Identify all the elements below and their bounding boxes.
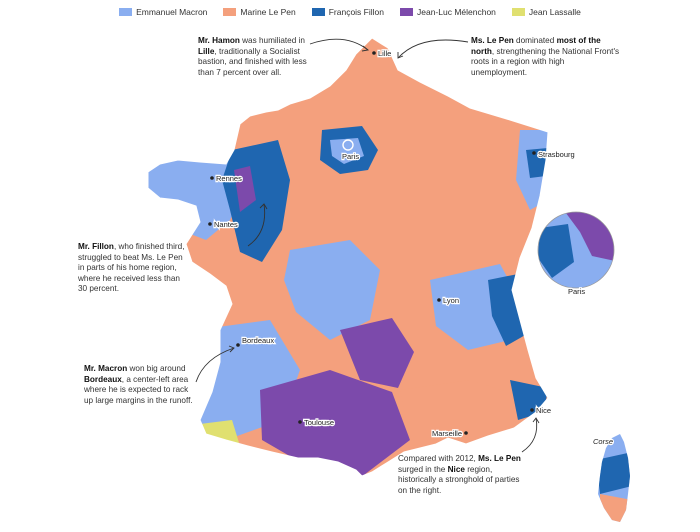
annotation-macron-text2: , a center-left area where he is expecte… bbox=[84, 374, 193, 405]
legend-swatch-fillon bbox=[311, 8, 325, 16]
city-label-lyon: Lyon bbox=[443, 296, 459, 305]
city-label-bordeaux: Bordeaux bbox=[242, 336, 274, 345]
arrow-fillon-head bbox=[259, 203, 268, 210]
france-mainland bbox=[147, 37, 549, 477]
france-border bbox=[147, 37, 549, 477]
region-macron-paris bbox=[330, 138, 364, 164]
annotation-lepen-nice-text2: region, historically a stronghold of par… bbox=[398, 464, 520, 495]
paris-inset-border bbox=[537, 211, 615, 289]
corse-island bbox=[598, 434, 630, 522]
legend-item-le-pen: Marine Le Pen bbox=[223, 4, 296, 20]
legend-label-le-pen: Marine Le Pen bbox=[240, 7, 296, 17]
legend-swatch-melenchon bbox=[400, 8, 413, 16]
region-macron-center bbox=[284, 240, 380, 340]
annotation-hamon-text1: was humiliated in bbox=[239, 36, 305, 45]
legend-label-lassalle: Jean Lassalle bbox=[528, 7, 581, 17]
bordeaux-marker bbox=[236, 343, 240, 347]
city-label-lille: Lille bbox=[378, 49, 391, 58]
city-label-marseille: Marseille bbox=[432, 429, 462, 438]
strasbourg-marker bbox=[532, 151, 536, 155]
legend-swatch-le-pen bbox=[223, 8, 237, 16]
legend-item-lassalle: Jean Lassalle bbox=[511, 4, 581, 20]
region-melenchon-north bbox=[234, 166, 256, 212]
corse-fillon bbox=[598, 452, 630, 494]
legend-swatch-lassalle bbox=[511, 8, 525, 16]
annotation-macron: Mr. Macron won big around Bordeaux, a ce… bbox=[84, 364, 196, 406]
annotation-lepen-north-text2: , strengthening the National Front's roo… bbox=[471, 46, 620, 77]
annotation-hamon-bold1: Mr. Hamon bbox=[198, 36, 240, 45]
arrow-hamon bbox=[309, 38, 369, 51]
lyon-marker bbox=[437, 298, 441, 302]
region-melenchon-south bbox=[260, 370, 410, 476]
city-label-toulouse: Toulouse bbox=[304, 418, 334, 427]
annotation-lepen-north: Ms. Le Pen dominated most of the north, … bbox=[471, 36, 621, 78]
city-markers bbox=[208, 51, 536, 435]
nantes-marker bbox=[208, 222, 212, 226]
arrow-macron-head bbox=[228, 345, 235, 353]
arrow-hamon-head bbox=[361, 45, 370, 52]
annotation-fillon-bold1: Mr. Fillon bbox=[78, 242, 114, 251]
paris-inset bbox=[537, 211, 615, 289]
legend-item-melenchon: Jean-Luc Mélenchon bbox=[400, 4, 496, 20]
paris-marker bbox=[342, 139, 354, 151]
annotation-fillon-text1: , who finished third, struggled to beat … bbox=[78, 242, 185, 293]
annotation-hamon-text2: , traditionally a Socialist bastion, and… bbox=[198, 46, 307, 77]
annotation-lepen-nice-text0: Compared with 2012, bbox=[398, 454, 479, 463]
city-label-rennes: Rennes bbox=[216, 174, 242, 183]
arrow-macron bbox=[195, 347, 235, 383]
legend-item-fillon: François Fillon bbox=[311, 4, 384, 20]
annotation-lepen-north-bold2: most of the north bbox=[471, 36, 601, 56]
rennes-marker bbox=[210, 176, 214, 180]
city-label-nantes: Nantes bbox=[214, 220, 238, 229]
legend-item-macron: Emmanuel Macron bbox=[119, 4, 207, 20]
city-label-nice: Nice bbox=[536, 406, 551, 415]
annotation-macron-bold2: Bordeaux bbox=[84, 374, 122, 384]
city-label-paris-inset: Paris bbox=[568, 287, 585, 296]
legend-label-fillon: François Fillon bbox=[328, 7, 384, 17]
legend: Emmanuel Macron Marine Le Pen François F… bbox=[0, 4, 700, 20]
arrow-lepen-nice-head bbox=[532, 417, 540, 424]
arrow-fillon bbox=[247, 203, 266, 247]
region-alsace-fillon bbox=[526, 148, 548, 178]
annotation-lepen-north-text1: dominated bbox=[513, 36, 557, 45]
annotation-lepen-north-bold1: Ms. Le Pen bbox=[471, 36, 514, 45]
region-melenchon-massif bbox=[340, 318, 414, 388]
arrow-lepen-nice bbox=[521, 417, 538, 453]
paris-inset-fillon bbox=[538, 224, 574, 278]
marseille-marker bbox=[464, 431, 468, 435]
arrow-lepen-north-head bbox=[397, 52, 404, 59]
annotation-hamon-bold2: Lille bbox=[198, 46, 215, 56]
toulouse-marker bbox=[298, 420, 302, 424]
annotation-fillon: Mr. Fillon, who finished third, struggle… bbox=[78, 242, 188, 295]
legend-label-melenchon: Jean-Luc Mélenchon bbox=[417, 7, 496, 17]
annotation-macron-text1: won big around bbox=[127, 364, 186, 373]
arrow-lepen-north bbox=[397, 39, 469, 59]
annotation-lepen-nice-bold1: Ms. Le Pen bbox=[478, 454, 521, 463]
city-labels: Lille Paris Strasbourg Rennes Nantes Lyo… bbox=[213, 48, 614, 447]
legend-label-macron: Emmanuel Macron bbox=[136, 7, 208, 17]
annotation-lepen-nice-text1: surged in the bbox=[398, 464, 448, 474]
lille-marker bbox=[372, 51, 376, 55]
annotation-macron-bold1: Mr. Macron bbox=[84, 364, 128, 373]
city-label-strasbourg: Strasbourg bbox=[538, 150, 575, 159]
annotation-lepen-nice-bold2: Nice bbox=[447, 464, 465, 474]
nice-marker bbox=[530, 408, 534, 412]
annotation-hamon: Mr. Hamon was humiliated in Lille, tradi… bbox=[198, 36, 310, 78]
annotation-lepen-nice: Compared with 2012, Ms. Le Pen surged in… bbox=[398, 454, 528, 496]
legend-swatch-macron bbox=[119, 8, 133, 16]
city-label-paris: Paris bbox=[342, 152, 359, 161]
annotation-arrows bbox=[195, 38, 540, 453]
city-label-corse: Corse bbox=[593, 437, 613, 446]
